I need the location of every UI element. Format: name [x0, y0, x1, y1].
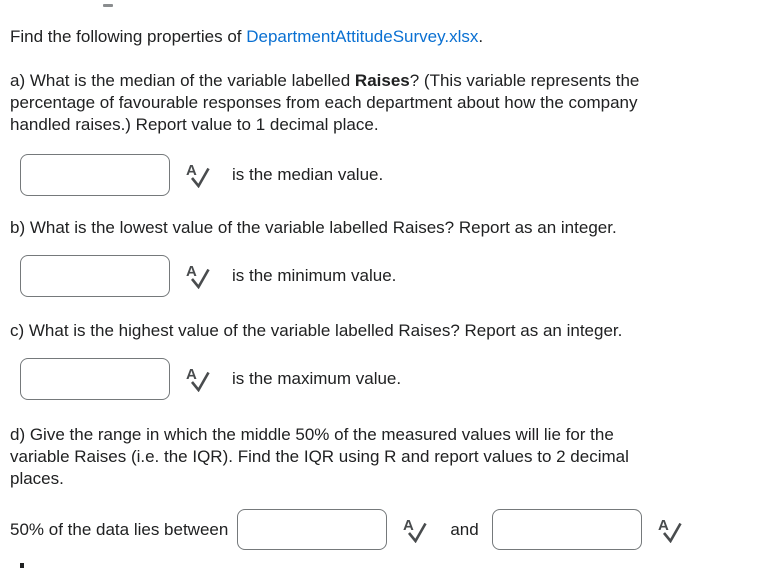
spellcheck-checkmark: [190, 268, 210, 289]
intro-text: Find the following properties of: [10, 27, 247, 46]
spellcheck-letter: A: [186, 162, 197, 179]
question-d-text-line1: d) Give the range in which the middle 50…: [10, 425, 614, 444]
maximum-answer-label: is the maximum value.: [232, 369, 402, 388]
spellcheck-checkmark: [408, 522, 427, 543]
spellcheck-letter: A: [658, 517, 669, 534]
median-answer-input[interactable]: [20, 154, 170, 196]
question-a-post: ? (This variable represents the: [409, 71, 640, 90]
question-a-text-line2: percentage of favourable responses from …: [10, 93, 638, 112]
question-a-variable-name: Raises: [354, 71, 410, 90]
cropped-text-artifact-bottom: [20, 563, 24, 568]
maximum-answer-input[interactable]: [20, 358, 170, 400]
spellcheck-letter: A: [186, 366, 197, 383]
cropped-text-artifact-top: [103, 4, 113, 7]
question-a-text-line3: handled raises.) Report value to 1 decim…: [10, 115, 379, 134]
question-b-text: b) What is the lowest value of the varia…: [10, 218, 617, 237]
question-d-text-line2: variable Raises (i.e. the IQR). Find the…: [10, 447, 629, 466]
iqr-lower-bound-input[interactable]: [237, 509, 388, 550]
spellcheck-letter: A: [186, 263, 197, 280]
answer-row-iqr: 50% of the data lies between A and A: [10, 509, 682, 550]
spellcheck-icon: A: [403, 517, 427, 543]
question-intro: Find the following properties of Departm…: [10, 26, 483, 48]
question-a-text-line1: a) What is the median of the variable la…: [10, 70, 639, 92]
spellcheck-icon: A: [658, 517, 682, 543]
answer-row-maximum: A is the maximum value.: [20, 358, 401, 400]
iqr-upper-bound-input[interactable]: [491, 509, 642, 550]
spellcheck-letter: A: [403, 517, 414, 534]
spellcheck-icon: A: [186, 263, 210, 289]
iqr-and-label: and: [450, 519, 479, 539]
dataset-file-link[interactable]: DepartmentAttitudeSurvey.xlsx: [246, 27, 479, 46]
spellcheck-checkmark: [190, 371, 210, 392]
answer-row-median: A is the median value.: [20, 154, 383, 196]
answer-row-minimum: A is the minimum value.: [20, 255, 396, 297]
iqr-between-label: 50% of the data lies between: [10, 519, 229, 539]
minimum-answer-input[interactable]: [20, 255, 170, 297]
intro-period: .: [478, 27, 484, 46]
minimum-answer-label: is the minimum value.: [232, 266, 397, 285]
spellcheck-icon: A: [186, 162, 210, 188]
question-d-text-line3: places.: [10, 469, 64, 488]
spellcheck-checkmark: [662, 522, 682, 543]
question-a-pre: a) What is the median of the variable la…: [10, 71, 355, 90]
question-c-text: c) What is the highest value of the vari…: [10, 321, 623, 340]
spellcheck-checkmark: [190, 167, 210, 188]
median-answer-label: is the median value.: [232, 165, 384, 184]
spellcheck-icon: A: [186, 366, 210, 392]
